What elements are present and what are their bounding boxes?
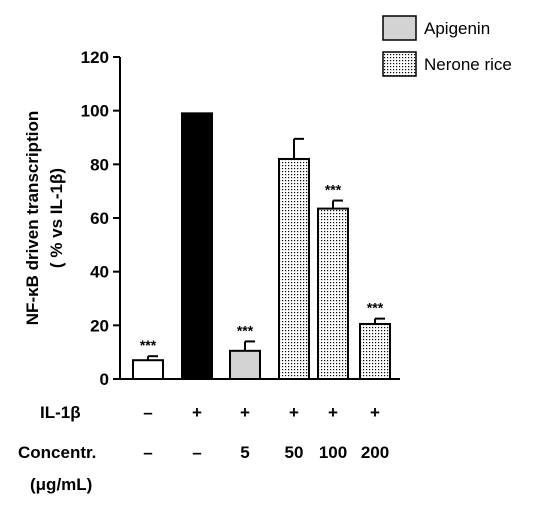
legend-swatch-apigenin (382, 15, 417, 41)
significance-label: *** (237, 322, 254, 338)
condition-value: + (370, 403, 380, 422)
bar (317, 207, 349, 380)
y-tick-label: 40 (90, 263, 109, 282)
legend: Apigenin Nerone rice (382, 15, 512, 77)
y-tick-label: 20 (90, 316, 109, 335)
y-tick-label: 100 (81, 102, 109, 121)
bar (181, 112, 213, 380)
legend-label-apigenin: Apigenin (424, 19, 490, 38)
y-ticks: 0 20 40 60 80 100 120 (81, 48, 120, 389)
legend-swatch-nerone-rice (382, 51, 417, 77)
legend-label-nerone-rice: Nerone rice (424, 55, 512, 74)
row-label-concentration-line2: (μg/mL) (30, 475, 92, 494)
row-label-il1b: IL-1β (40, 403, 81, 422)
significance-label: *** (140, 337, 157, 353)
bar (132, 359, 164, 381)
bar (278, 157, 310, 380)
bars: *** *** *** *** (132, 112, 391, 381)
y-tick-label: 0 (100, 370, 109, 389)
condition-value: 5 (240, 443, 249, 462)
condition-value: 200 (361, 443, 389, 462)
row-label-concentration-line1: Concentr. (18, 443, 96, 462)
significance-label: *** (325, 182, 342, 198)
condition-value: – (143, 403, 152, 422)
y-tick-label: 80 (90, 155, 109, 174)
condition-value: + (240, 403, 250, 422)
bar (229, 349, 261, 381)
condition-value: 50 (285, 443, 304, 462)
significance-label: *** (367, 300, 384, 316)
condition-value: + (328, 403, 338, 422)
condition-value: – (192, 443, 201, 462)
y-tick-label: 120 (81, 48, 109, 67)
y-axis-title-line2: ( % vs IL-1β) (47, 168, 66, 268)
condition-value: + (192, 403, 202, 422)
condition-value: – (143, 443, 152, 462)
condition-value: + (289, 403, 299, 422)
y-axis-title-line1: NF-κB driven transcription (23, 111, 42, 325)
condition-values: – + + + + + – – 5 50 100 200 (143, 403, 389, 462)
bar (359, 322, 391, 381)
y-tick-label: 60 (90, 209, 109, 228)
condition-value: 100 (319, 443, 347, 462)
